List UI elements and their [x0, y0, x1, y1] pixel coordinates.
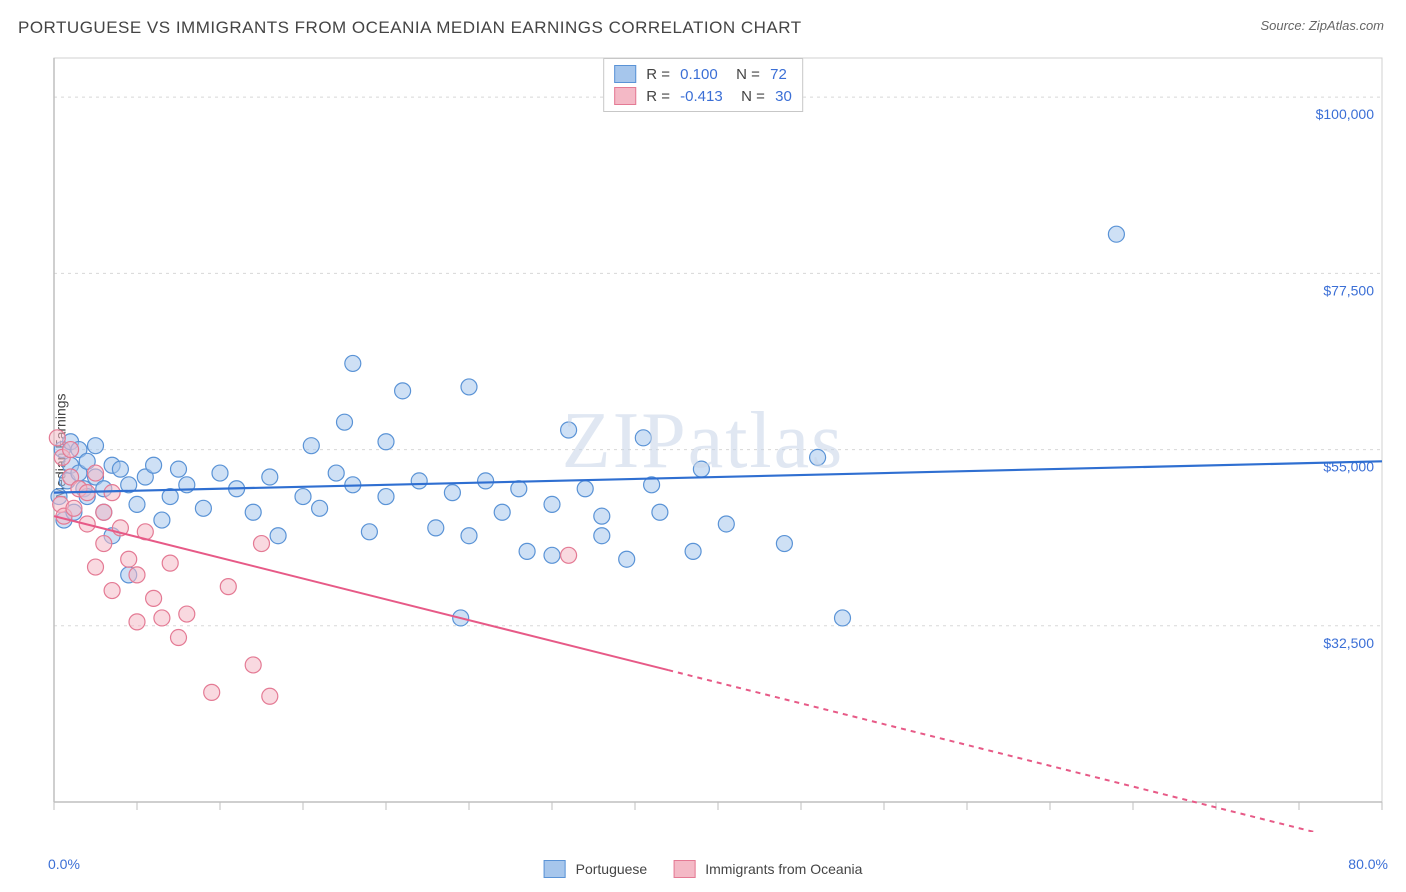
- swatch-oceania: [673, 860, 695, 878]
- r-label: R =: [646, 66, 674, 83]
- data-point: [262, 469, 278, 485]
- data-point: [345, 355, 361, 371]
- data-point: [303, 438, 319, 454]
- data-point: [561, 422, 577, 438]
- x-max-label: 80.0%: [1348, 856, 1388, 872]
- data-point: [146, 457, 162, 473]
- data-point: [378, 489, 394, 505]
- data-point: [519, 543, 535, 559]
- data-point: [561, 547, 577, 563]
- data-point: [112, 461, 128, 477]
- stats-legend: R = 0.100 N = 72 R = -0.413 N = 30: [603, 58, 803, 112]
- data-point: [337, 414, 353, 430]
- data-point: [461, 379, 477, 395]
- data-point: [685, 543, 701, 559]
- data-point: [88, 465, 104, 481]
- data-point: [66, 500, 82, 516]
- data-point: [835, 610, 851, 626]
- data-point: [652, 504, 668, 520]
- data-point: [49, 430, 65, 446]
- data-point: [154, 512, 170, 528]
- data-point: [245, 504, 261, 520]
- r-value-oceania: -0.413: [680, 88, 723, 105]
- data-point: [129, 614, 145, 630]
- data-point: [544, 547, 560, 563]
- data-point: [270, 528, 286, 544]
- data-point: [594, 508, 610, 524]
- r-value-portuguese: 0.100: [680, 66, 718, 83]
- data-point: [411, 473, 427, 489]
- legend-label-oceania: Immigrants from Oceania: [705, 861, 862, 877]
- data-point: [395, 383, 411, 399]
- data-point: [245, 657, 261, 673]
- n-value-portuguese: 72: [770, 66, 787, 83]
- data-point: [104, 485, 120, 501]
- data-point: [312, 500, 328, 516]
- data-point: [511, 481, 527, 497]
- x-min-label: 0.0%: [48, 856, 80, 872]
- data-point: [179, 606, 195, 622]
- data-point: [328, 465, 344, 481]
- swatch-portuguese: [614, 65, 636, 83]
- source-attribution: Source: ZipAtlas.com: [1260, 18, 1384, 33]
- data-point: [295, 489, 311, 505]
- data-point: [104, 583, 120, 599]
- y-tick-label: $32,500: [1323, 635, 1374, 651]
- data-point: [444, 485, 460, 501]
- data-point: [154, 610, 170, 626]
- legend-label-portuguese: Portuguese: [576, 861, 648, 877]
- stats-row-portuguese: R = 0.100 N = 72: [614, 63, 792, 85]
- stats-row-oceania: R = -0.413 N = 30: [614, 85, 792, 107]
- swatch-portuguese: [544, 860, 566, 878]
- data-point: [171, 461, 187, 477]
- data-point: [129, 496, 145, 512]
- data-point: [378, 434, 394, 450]
- data-point: [63, 442, 79, 458]
- data-point: [494, 504, 510, 520]
- data-point: [478, 473, 494, 489]
- data-point: [96, 504, 112, 520]
- data-point: [776, 536, 792, 552]
- data-point: [262, 688, 278, 704]
- data-point: [544, 496, 560, 512]
- n-value-oceania: 30: [775, 88, 792, 105]
- series-legend: Portuguese Immigrants from Oceania: [544, 860, 863, 878]
- data-point: [594, 528, 610, 544]
- data-point: [204, 684, 220, 700]
- data-point: [162, 555, 178, 571]
- legend-item-oceania: Immigrants from Oceania: [673, 860, 862, 878]
- data-point: [254, 536, 270, 552]
- r-label: R =: [646, 88, 674, 105]
- data-point: [577, 481, 593, 497]
- data-point: [361, 524, 377, 540]
- data-point: [1108, 226, 1124, 242]
- data-point: [635, 430, 651, 446]
- data-point: [121, 551, 137, 567]
- data-point: [212, 465, 228, 481]
- data-point: [129, 567, 145, 583]
- scatter-plot: $32,500$55,000$77,500$100,000: [48, 52, 1388, 832]
- data-point: [693, 461, 709, 477]
- n-label: N =: [724, 66, 764, 83]
- swatch-oceania: [614, 87, 636, 105]
- data-point: [428, 520, 444, 536]
- data-point: [718, 516, 734, 532]
- y-tick-label: $77,500: [1323, 282, 1374, 298]
- n-label: N =: [729, 88, 769, 105]
- data-point: [88, 438, 104, 454]
- data-point: [171, 630, 187, 646]
- data-point: [146, 590, 162, 606]
- data-point: [96, 536, 112, 552]
- data-point: [88, 559, 104, 575]
- data-point: [810, 449, 826, 465]
- legend-item-portuguese: Portuguese: [544, 860, 648, 878]
- data-point: [195, 500, 211, 516]
- data-point: [461, 528, 477, 544]
- data-point: [220, 579, 236, 595]
- chart-title: PORTUGUESE VS IMMIGRANTS FROM OCEANIA ME…: [18, 18, 802, 38]
- data-point: [619, 551, 635, 567]
- y-tick-label: $100,000: [1316, 106, 1375, 122]
